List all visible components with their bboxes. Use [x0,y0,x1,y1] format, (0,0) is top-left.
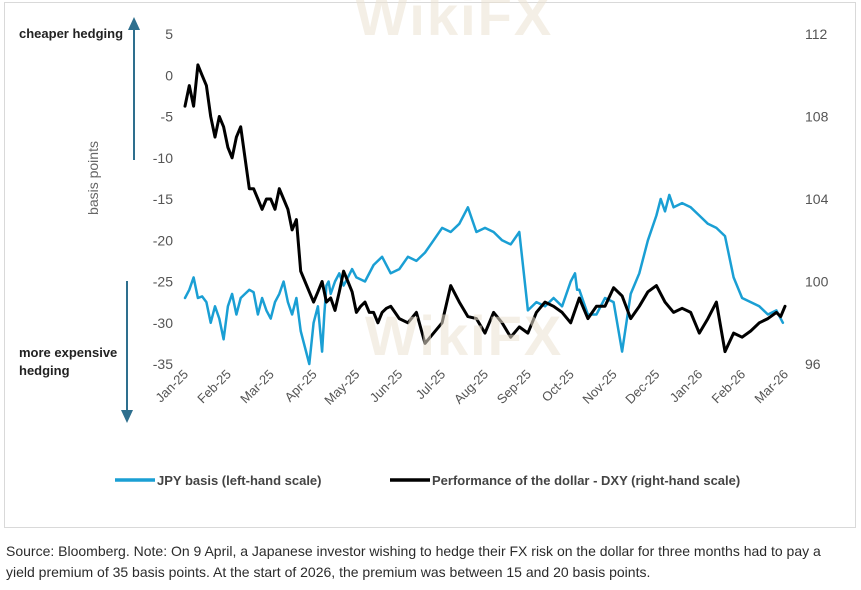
left-tick-label: 0 [165,67,173,83]
right-tick-label: 100 [805,274,829,290]
left-tick-label: -20 [153,232,173,248]
down-arrow-head [121,410,133,423]
dxy-line [183,63,787,354]
annotation-cheaper-hedging: cheaper hedging [19,26,123,41]
left-tick-label: -10 [153,150,173,166]
right-tick-label: 108 [805,109,829,125]
watermark-top: WikiFX [355,0,554,47]
line-chart: 5 0 -5 -10 -15 -20 -25 -30 -35 112 108 104 100 96 basi… [19,17,829,488]
left-tick-label: 5 [165,26,173,42]
legend-label-dxy: Performance of the dollar - DXY (right-h… [432,473,740,488]
annotation-hedging: hedging [19,363,70,378]
x-tick-label: Nov-25 [579,367,619,407]
x-tick-label: Dec-25 [622,367,662,407]
left-tick-label: -30 [153,315,173,331]
x-tick-label: Jan-25 [152,367,191,406]
x-tick-label: Jul-25 [413,367,449,403]
chart-frame: WikiFX WikiFX 5 0 -5 -10 -15 -20 -25 -30 -35 112 1… [4,0,856,528]
watermark-middle: WikiFX [365,304,564,367]
annotation-more-expensive: more expensive [19,345,117,360]
x-tick-label: Feb-26 [709,367,749,407]
x-tick-label: Feb-25 [194,367,234,407]
jpy-basis-line [183,193,785,366]
x-tick-label: May-25 [321,367,362,408]
left-tick-label: -15 [153,191,173,207]
x-tick-label: Apr-25 [281,367,319,405]
up-arrow-head [128,17,140,30]
legend-label-jpy-basis: JPY basis (left-hand scale) [157,473,322,488]
left-tick-label: -25 [153,274,173,290]
source-note: Source: Bloomberg. Note: On 9 April, a J… [6,543,821,580]
x-tick-label: Oct-25 [539,367,577,405]
x-tick-label: Jun-25 [367,367,406,406]
x-tick-label: Aug-25 [451,367,491,407]
x-tick-label: Mar-26 [751,367,791,407]
x-tick-label: Jan-26 [667,367,706,406]
x-tick-label: Mar-25 [237,367,277,407]
right-tick-label: 112 [805,26,828,42]
left-tick-label: -5 [161,109,174,125]
left-tick-label: -35 [153,356,173,372]
right-tick-label: 96 [805,356,821,372]
x-tick-label: Sep-25 [494,367,534,407]
right-tick-label: 104 [805,191,829,207]
y-axis-title: basis points [85,141,101,215]
